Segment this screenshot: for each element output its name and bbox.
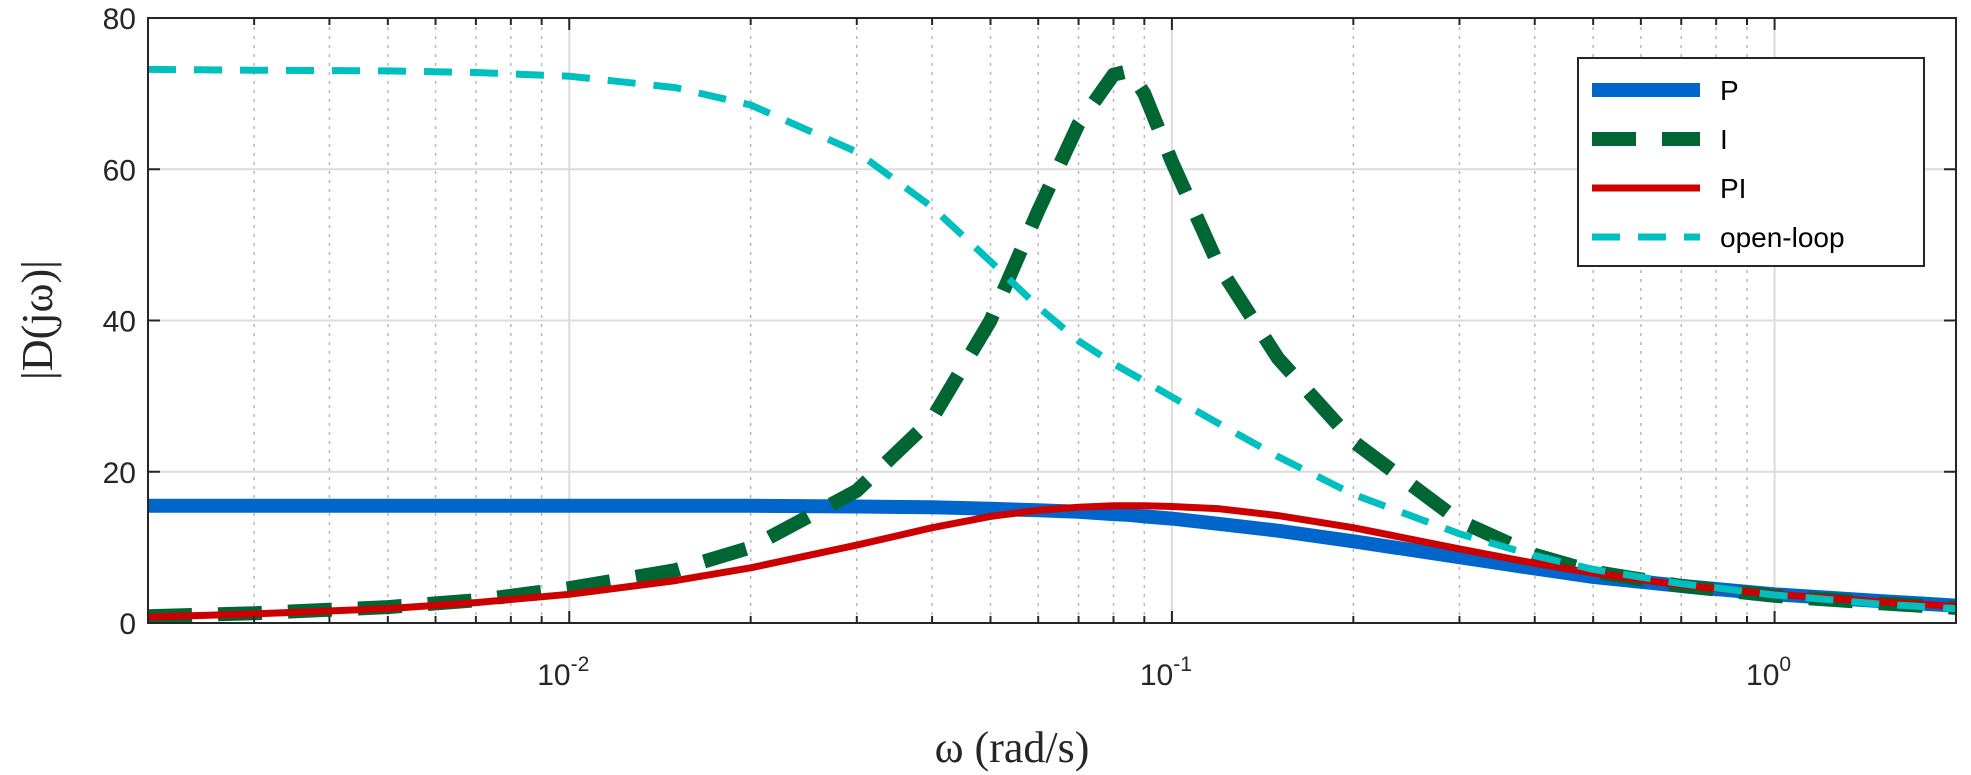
y-tick-label: 60 [103, 154, 136, 187]
y-tick-label: 20 [103, 457, 136, 490]
x-tick-labels: 10-2 10-1 100 [537, 653, 1791, 692]
legend-label: PI [1720, 173, 1746, 204]
series-line-pi [147, 502, 1957, 621]
y-tick-label: 40 [103, 306, 136, 339]
y-tick-label: 0 [119, 608, 136, 641]
y-axis-title: |D(jω)| [13, 260, 62, 380]
legend-label: P [1720, 75, 1739, 106]
legend-label: I [1720, 124, 1728, 155]
x-tick-label: 10-1 [1140, 653, 1192, 692]
y-tick-labels: 0 20 40 60 80 [103, 3, 136, 641]
series-layer [147, 63, 1957, 624]
series-line-p [148, 498, 1957, 613]
legend-label: open-loop [1720, 222, 1845, 253]
x-tick-label: 100 [1746, 653, 1791, 692]
y-tick-label: 80 [103, 3, 136, 36]
axis-ticks [148, 17, 1956, 624]
series-line-open-loop [147, 65, 1957, 613]
x-tick-label: 10-2 [537, 653, 589, 692]
x-axis-title: ω (rad/s) [935, 723, 1090, 772]
series-line-i [147, 63, 1957, 624]
